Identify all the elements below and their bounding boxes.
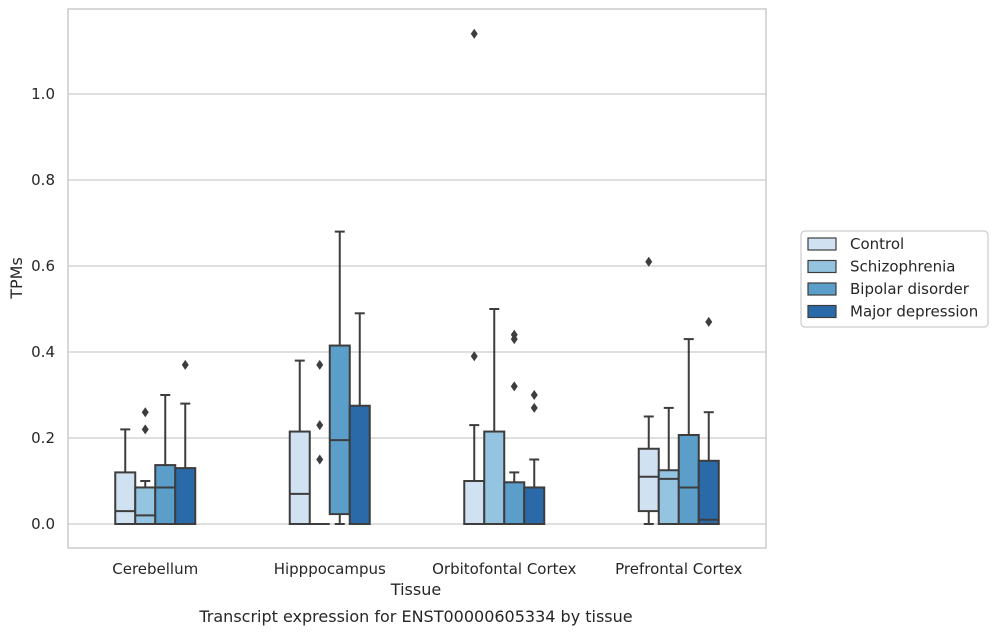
- box-bipolar-disorder: [503, 329, 526, 526]
- box-body: [697, 459, 720, 526]
- outlier-point: [470, 351, 478, 362]
- x-tick-label: Prefrontal Cortex: [615, 560, 742, 578]
- outlier-point: [470, 28, 478, 39]
- outlier-point: [645, 256, 653, 267]
- legend-swatch: [807, 237, 837, 251]
- x-axis-title: Tissue: [390, 580, 441, 599]
- outlier-point: [530, 390, 538, 400]
- y-axis-title: TPMs: [7, 257, 26, 300]
- x-tick-label: Orbitofontal Cortex: [432, 560, 576, 578]
- legend-swatch: [807, 282, 837, 296]
- plot-frame: [67, 8, 767, 549]
- box-body: [154, 464, 177, 525]
- box-major-depression: [523, 390, 546, 526]
- box-body: [483, 430, 506, 525]
- box-bipolar-disorder: [328, 230, 351, 525]
- legend-label: Bipolar disorder: [850, 280, 970, 298]
- box-control: [288, 359, 311, 525]
- box-bipolar-disorder: [677, 338, 700, 525]
- box-body: [677, 433, 700, 525]
- y-axis-ticks: 0.0 0.2 0.4 0.6 0.8 1.0: [31, 85, 55, 533]
- y-tick-label: 0.6: [31, 257, 55, 275]
- box-control: [637, 256, 660, 525]
- outlier-point: [316, 359, 324, 370]
- box-body: [523, 486, 546, 526]
- outlier-point: [141, 407, 149, 418]
- x-tick-label: Hipppocampus: [274, 560, 386, 578]
- box-body: [348, 404, 371, 525]
- box-schizophrenia: [657, 406, 680, 525]
- outlier-point: [510, 329, 518, 340]
- box-body: [328, 344, 351, 516]
- box-bipolar-disorder: [154, 394, 177, 525]
- chart-caption: Transcript expression for ENST0000060533…: [198, 607, 632, 626]
- outlier-point: [141, 424, 149, 435]
- box-schizophrenia: [309, 359, 330, 525]
- outlier-point: [316, 420, 324, 431]
- outlier-point: [316, 454, 324, 465]
- y-tick-label: 0.0: [31, 515, 55, 533]
- box-body: [637, 447, 660, 513]
- box-body: [288, 430, 311, 525]
- box-schizophrenia: [134, 407, 157, 526]
- box-major-depression: [348, 312, 371, 525]
- y-tick-label: 1.0: [31, 85, 55, 103]
- y-tick-label: 0.2: [31, 429, 55, 447]
- plot-border: [67, 8, 767, 549]
- box-major-depression: [697, 316, 720, 526]
- box-body: [463, 480, 486, 525]
- legend-label: Schizophrenia: [850, 258, 955, 276]
- outlier-point: [510, 381, 518, 392]
- outlier-point: [705, 316, 713, 327]
- box-body: [114, 471, 137, 525]
- outlier-point: [530, 402, 538, 413]
- box-body: [503, 481, 526, 526]
- gridlines: [68, 93, 766, 525]
- box-body: [134, 486, 157, 526]
- box-control: [463, 28, 486, 525]
- outlier-point: [181, 359, 189, 370]
- legend-label: Control: [850, 235, 904, 253]
- legend-label: Major depression: [850, 303, 978, 321]
- y-tick-label: 0.8: [31, 171, 55, 189]
- box-body: [174, 467, 197, 526]
- x-tick-label: Cerebellum: [112, 560, 198, 578]
- y-tick-label: 0.4: [31, 343, 55, 361]
- legend: Control Schizophrenia Bipolar disorder Majo…: [800, 230, 989, 328]
- x-axis-ticks: Cerebellum Hipppocampus Orbitofontal Corte…: [112, 560, 742, 578]
- box-schizophrenia: [483, 308, 506, 525]
- box-major-depression: [174, 359, 197, 526]
- legend-swatch: [807, 304, 837, 319]
- legend-frame: [800, 230, 989, 328]
- box-control: [114, 428, 137, 525]
- boxes: [114, 28, 720, 526]
- legend-swatch: [807, 259, 837, 274]
